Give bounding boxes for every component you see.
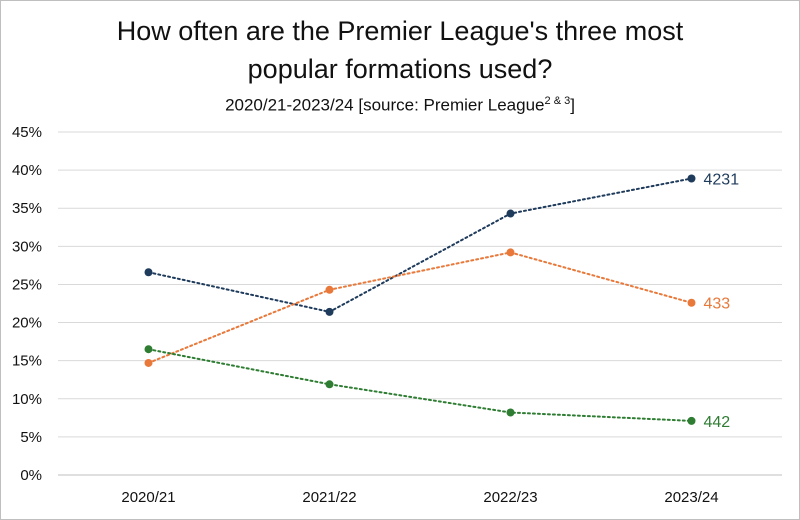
- x-axis: 2020/21 2021/22 2022/23 2023/24: [121, 489, 718, 506]
- series-line-442: [147, 348, 693, 422]
- series-line-4231: [147, 177, 693, 313]
- point-4231-3: [687, 174, 696, 183]
- series-label-4231: 4231: [704, 171, 740, 188]
- y-tick-label: 40%: [12, 162, 42, 179]
- gridlines: [58, 131, 782, 476]
- series-line-433: [147, 251, 693, 364]
- y-tick-label: 30%: [12, 238, 42, 255]
- x-tick-label: 2021/22: [302, 489, 356, 506]
- y-tick-label: 15%: [12, 353, 42, 370]
- x-tick-label: 2022/23: [483, 489, 537, 506]
- subtitle-end: ]: [570, 95, 575, 115]
- point-4231-0: [144, 268, 153, 277]
- y-tick-label: 45%: [12, 124, 42, 141]
- y-axis: 0% 5% 10% 15% 20% 25% 30% 35% 40% 45%: [12, 124, 42, 484]
- point-442-1: [325, 380, 334, 389]
- y-tick-label: 5%: [20, 429, 42, 446]
- series-label-433: 433: [704, 296, 731, 313]
- subtitle-text: 2020/21-2023/24 [source: Premier League: [225, 95, 545, 115]
- plot-series: 4231 433 442: [144, 171, 740, 431]
- subtitle-superscript: 2 & 3: [544, 95, 571, 107]
- point-442-0: [144, 345, 153, 354]
- point-433-1: [325, 285, 334, 294]
- point-442-3: [687, 416, 696, 425]
- point-4231-1: [325, 307, 334, 316]
- point-442-2: [506, 408, 515, 417]
- y-tick-label: 20%: [12, 315, 42, 332]
- point-433-2: [506, 248, 515, 257]
- chart-title-line-1: How often are the Premier League's three…: [116, 16, 684, 46]
- point-433-0: [144, 358, 153, 367]
- y-tick-label: 10%: [12, 391, 42, 408]
- x-tick-label: 2020/21: [121, 489, 175, 506]
- y-tick-label: 25%: [12, 276, 42, 293]
- chart-subtitle: 2020/21-2023/24 [source: Premier League2…: [0, 90, 800, 117]
- series-label-442: 442: [704, 414, 731, 431]
- y-tick-label: 35%: [12, 200, 42, 217]
- point-433-3: [687, 298, 696, 307]
- chart-title-line-2: popular formations used?: [247, 54, 553, 84]
- x-tick-label: 2023/24: [664, 489, 718, 506]
- point-4231-2: [506, 209, 515, 218]
- y-tick-label: 0%: [20, 467, 42, 484]
